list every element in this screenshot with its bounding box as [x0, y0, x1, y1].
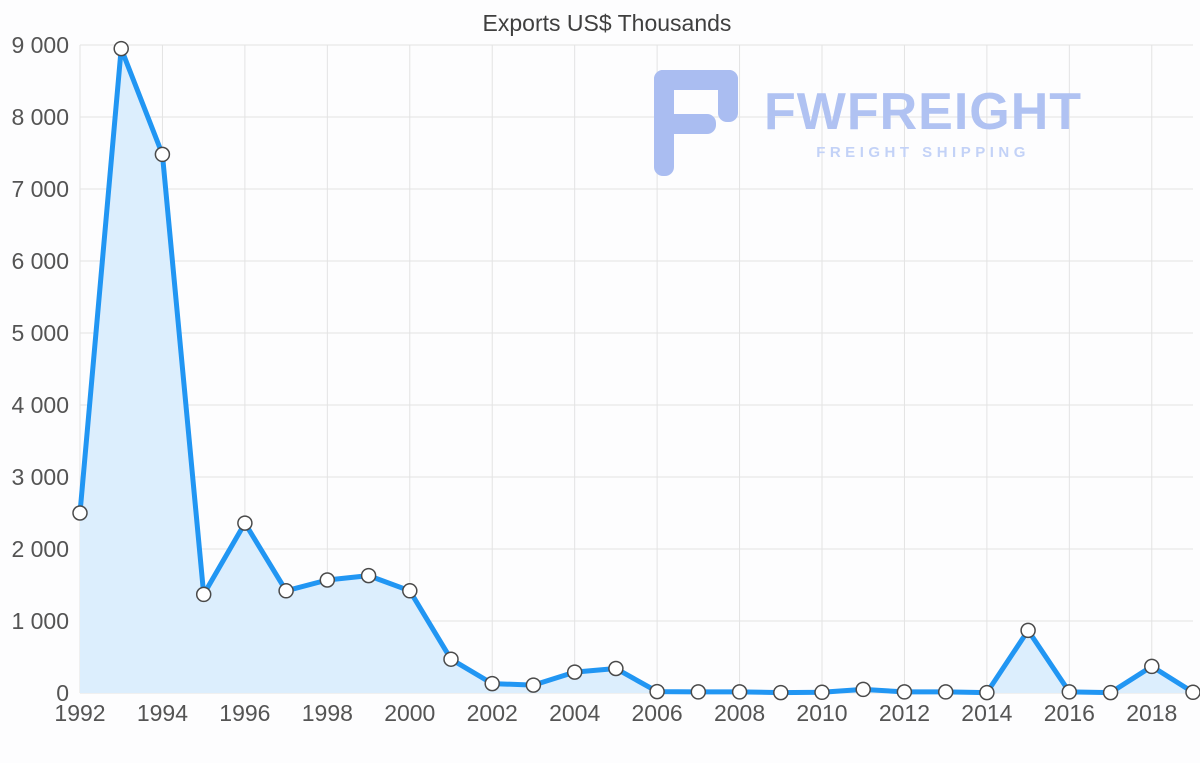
x-tick-label: 2006 — [632, 700, 683, 726]
data-point-marker[interactable] — [731, 684, 748, 700]
data-point-marker[interactable] — [443, 651, 459, 667]
x-tick-label: 2014 — [961, 700, 1012, 726]
x-tick-label: 2012 — [879, 700, 930, 726]
data-point-marker[interactable] — [1144, 658, 1160, 675]
data-point-marker[interactable] — [195, 586, 212, 603]
data-point-marker[interactable] — [113, 40, 129, 57]
y-tick-label: 5 000 — [11, 320, 69, 346]
x-tick-label: 1998 — [302, 700, 353, 726]
data-point-marker[interactable] — [649, 683, 665, 700]
data-point-marker[interactable] — [1185, 684, 1200, 701]
data-point-marker[interactable] — [1061, 684, 1078, 700]
x-tick-label: 2008 — [714, 700, 765, 726]
y-tick-label: 9 000 — [11, 32, 69, 58]
y-tick-label: 7 000 — [11, 176, 69, 202]
x-tick-label: 2018 — [1126, 700, 1177, 726]
data-point-marker[interactable] — [525, 677, 542, 693]
data-point-marker[interactable] — [690, 684, 707, 700]
data-point-marker[interactable] — [319, 572, 336, 588]
data-point-marker[interactable] — [402, 583, 418, 599]
data-point-marker[interactable] — [814, 684, 830, 701]
x-tick-label: 1994 — [137, 700, 188, 726]
data-point-marker[interactable] — [773, 684, 789, 701]
x-tick-label: 2002 — [467, 700, 518, 726]
data-point-marker[interactable] — [1102, 684, 1119, 701]
y-tick-label: 6 000 — [11, 248, 69, 274]
y-tick-label: 8 000 — [11, 104, 69, 130]
data-point-marker[interactable] — [1020, 622, 1036, 639]
data-point-marker[interactable] — [896, 684, 913, 700]
data-point-marker[interactable] — [566, 664, 583, 680]
data-point-marker[interactable] — [979, 684, 995, 701]
line-series — [77, 46, 1196, 696]
area-fill — [80, 48, 1193, 694]
chart-title: Exports US$ Thousands — [482, 10, 732, 36]
x-tick-label: 2000 — [384, 700, 435, 726]
data-point-marker[interactable] — [484, 675, 500, 692]
x-tick-label: 2010 — [796, 700, 847, 726]
data-point-marker[interactable] — [237, 515, 253, 531]
data-point-marker[interactable] — [855, 681, 871, 698]
y-tick-label: 1 000 — [11, 608, 69, 634]
y-tick-label: 3 000 — [11, 464, 69, 490]
x-tick-label: 1992 — [54, 700, 105, 726]
x-tick-label: 2004 — [549, 700, 600, 726]
y-tick-label: 2 000 — [11, 536, 69, 562]
data-point-marker[interactable] — [72, 505, 88, 521]
data-point-marker[interactable] — [278, 583, 294, 599]
data-point-marker[interactable] — [937, 684, 954, 700]
data-point-marker[interactable] — [154, 146, 171, 163]
y-tick-label: 0 — [56, 680, 69, 706]
x-tick-label: 1996 — [219, 700, 270, 726]
y-tick-label: 4 000 — [11, 392, 69, 418]
x-tick-label: 2016 — [1044, 700, 1095, 726]
data-point-marker[interactable] — [360, 567, 377, 584]
data-point-marker[interactable] — [608, 660, 624, 677]
